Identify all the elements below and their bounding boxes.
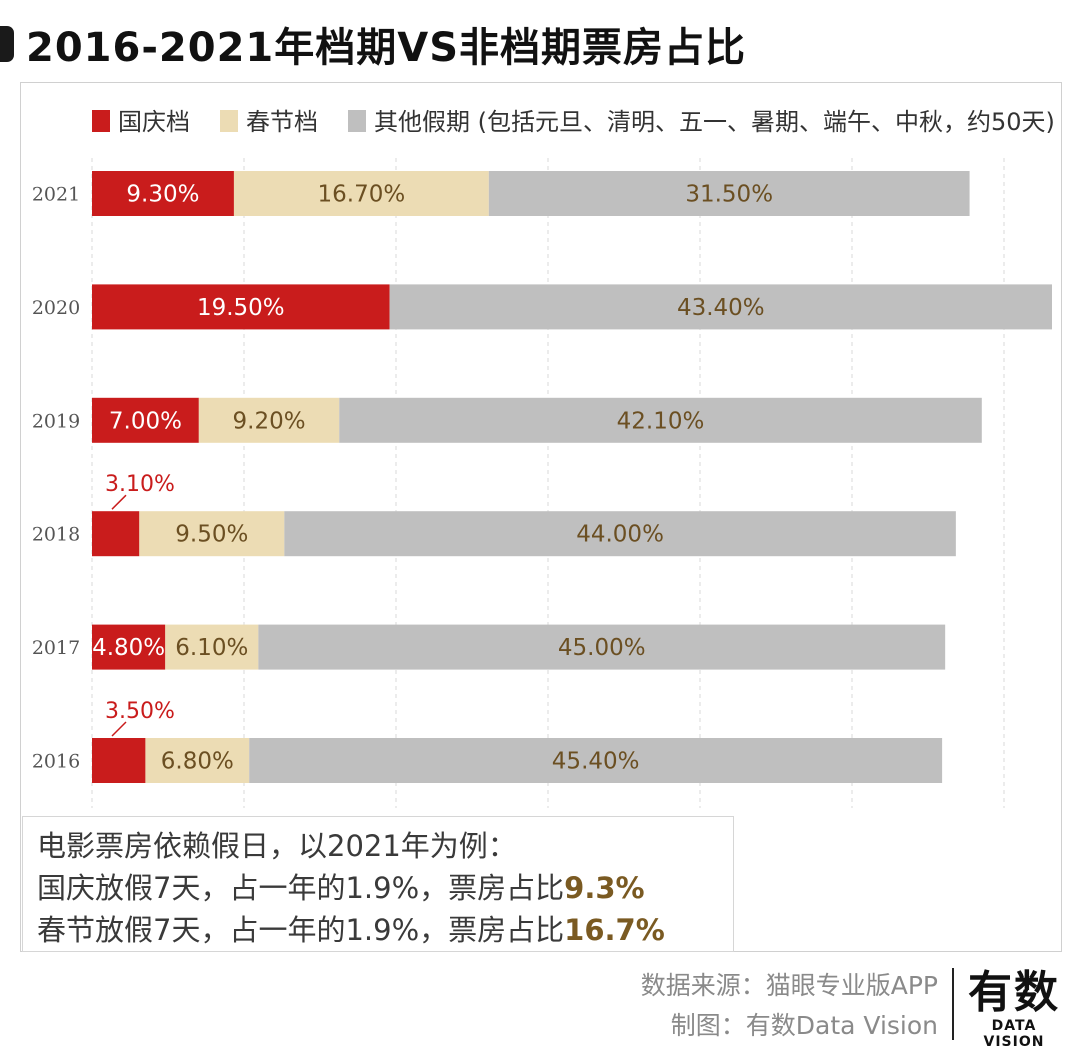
legend-label-0: 国庆档	[118, 108, 190, 136]
data-label-2-2021: 31.50%	[685, 182, 773, 208]
bar-2-2017	[258, 624, 946, 670]
made-by: 制图：有数Data Vision	[670, 1011, 938, 1040]
y-tick-label: 2018	[32, 524, 80, 546]
data-label-1-2017: 6.10%	[175, 635, 248, 661]
bar-2-2018	[284, 511, 956, 557]
y-tick-label: 2021	[32, 184, 80, 206]
note-line-3: 春节放假7天，占一年的1.9%，票房占比16.7%	[37, 909, 719, 951]
data-label-2-2019: 42.10%	[617, 408, 705, 434]
callout-line-2016	[111, 721, 127, 737]
legend-swatch-2	[348, 110, 366, 132]
note-line-2-text: 国庆放假7天，占一年的1.9%，票房占比	[37, 871, 565, 905]
stacked-bar-chart: 国庆档 春节档 其他假期 (包括元旦、清明、五一、暑期、端午、中秋，约50天) 202…	[32, 108, 1055, 808]
title-bar: 2016-2021年档期VS非档期票房占比	[0, 14, 1080, 74]
legend-label-1: 春节档	[246, 108, 318, 136]
bar-2-2016	[249, 738, 943, 783]
data-label-0-2016: 3.50%	[105, 699, 175, 724]
y-tick-label: 2016	[32, 751, 80, 773]
note-line-1: 电影票房依赖假日，以2021年为例：	[37, 829, 517, 863]
brand-logo: 有数 DATA VISION	[962, 967, 1066, 1051]
y-tick-label: 2020	[32, 297, 80, 319]
source-block: 数据来源：猫眼专业版APP 制图：有数Data Vision	[641, 966, 938, 1046]
data-label-2-2020: 43.40%	[677, 295, 765, 321]
bar-1-2019	[198, 397, 340, 443]
note-line-3-value: 16.7%	[564, 913, 665, 947]
data-label-2-2016: 45.40%	[552, 749, 640, 775]
data-label-2-2018: 44.00%	[576, 522, 664, 548]
data-label-2-2017: 45.00%	[558, 635, 646, 661]
bar-0-2017	[92, 624, 166, 670]
bar-1-2018	[139, 511, 285, 557]
bar-2-2019	[339, 397, 982, 443]
note-line-2: 国庆放假7天，占一年的1.9%，票房占比9.3%	[37, 867, 719, 909]
note-line-3-text: 春节放假7天，占一年的1.9%，票房占比	[37, 913, 565, 947]
data-label-1-2021: 16.70%	[318, 182, 406, 208]
data-label-0-2021: 9.30%	[126, 182, 199, 208]
bar-1-2016	[145, 738, 250, 783]
legend-label-2: 其他假期 (包括元旦、清明、五一、暑期、端午、中秋，约50天)	[374, 108, 1055, 136]
bar-0-2021	[92, 171, 234, 216]
data-label-1-2018: 9.50%	[175, 522, 248, 548]
y-tick-label: 2019	[32, 410, 80, 432]
data-label-0-2018: 3.10%	[105, 472, 175, 497]
data-source: 数据来源：猫眼专业版APP	[640, 971, 938, 1000]
page-title: 2016-2021年档期VS非档期票房占比	[26, 25, 747, 71]
bar-0-2020	[92, 284, 390, 330]
title-marker	[0, 26, 14, 62]
callout-line-2018	[111, 494, 127, 510]
bar-2-2020	[389, 284, 1053, 330]
logo-sub-text: DATA VISION	[983, 1018, 1045, 1050]
data-label-0-2019: 7.00%	[109, 408, 182, 434]
data-label-1-2016: 6.80%	[161, 749, 234, 775]
note-box: 电影票房依赖假日，以2021年为例： 国庆放假7天，占一年的1.9%，票房占比9…	[22, 816, 734, 952]
bar-2-2021	[488, 171, 970, 216]
bar-0-2016	[92, 738, 146, 783]
data-label-0-2017: 4.80%	[92, 635, 165, 661]
bar-1-2017	[165, 624, 259, 670]
legend-swatch-1	[220, 110, 238, 132]
bar-1-2021	[233, 171, 489, 216]
bar-0-2019	[92, 397, 199, 443]
legend-swatch-0	[92, 110, 110, 132]
data-label-1-2019: 9.20%	[233, 408, 306, 434]
data-label-0-2020: 19.50%	[197, 295, 285, 321]
logo-divider	[952, 968, 954, 1040]
logo-main-text: 有数	[968, 967, 1060, 1018]
y-tick-label: 2017	[32, 637, 80, 659]
note-line-2-value: 9.3%	[564, 871, 645, 905]
bar-0-2018	[92, 511, 140, 557]
